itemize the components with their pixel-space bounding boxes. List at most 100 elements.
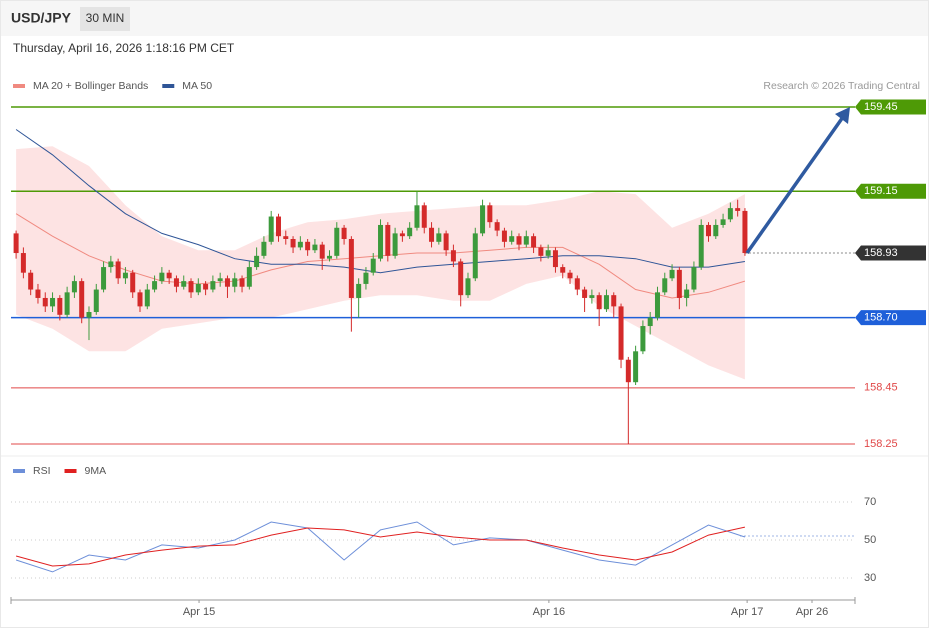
- candle-body: [676, 269, 682, 298]
- candle-body: [93, 289, 99, 313]
- candle-body: [450, 250, 456, 262]
- candle-body: [582, 289, 588, 298]
- candle-body: [224, 278, 230, 287]
- candle-body: [86, 312, 92, 318]
- candle-body: [669, 269, 675, 279]
- candle-body: [662, 278, 668, 293]
- y-tick-label: 50: [864, 534, 876, 546]
- candle-body: [297, 241, 303, 248]
- candle-body: [341, 227, 347, 239]
- candle-body: [188, 281, 194, 293]
- level-label: 158.93: [864, 247, 898, 259]
- candle-body: [20, 253, 26, 273]
- candle-body: [633, 351, 639, 383]
- candle-body: [195, 283, 201, 293]
- candle-body: [713, 224, 719, 237]
- candle-body: [239, 278, 245, 287]
- candle-body: [35, 289, 41, 298]
- x-tick-label: Apr 16: [533, 606, 565, 618]
- candle-body: [290, 238, 296, 248]
- candle-body: [567, 272, 573, 279]
- level-label: 158.70: [864, 312, 898, 324]
- candle-body: [385, 224, 391, 256]
- candle-body: [42, 297, 48, 307]
- level-label: 159.15: [864, 185, 898, 197]
- interval[interactable]: 30 MIN: [86, 11, 125, 25]
- candle-body: [101, 267, 107, 290]
- candle-body: [305, 241, 311, 251]
- candle-body: [327, 255, 333, 259]
- candle-body: [268, 216, 274, 242]
- candle-body: [152, 281, 158, 290]
- toolbar: [1, 1, 928, 36]
- level-tag: [855, 245, 926, 261]
- candle-body: [130, 272, 136, 293]
- symbol: USD/JPY: [11, 10, 72, 26]
- candle-body: [487, 205, 493, 223]
- candle-body: [523, 236, 529, 245]
- candle-body: [421, 205, 427, 228]
- indicator-line: [15, 521, 746, 573]
- candle-body: [71, 281, 77, 293]
- moving-average: [15, 129, 745, 274]
- candle-body: [465, 278, 471, 296]
- candle-body: [458, 261, 464, 296]
- level-tag: [855, 99, 926, 115]
- timestamp: Thursday, April 16, 2026 1:18:16 PM CET: [13, 41, 235, 55]
- candle-body: [509, 236, 515, 242]
- candle-body: [640, 326, 646, 352]
- y-tick-label: 30: [864, 572, 876, 584]
- candle-body: [283, 236, 289, 239]
- level-label: 159.45: [864, 101, 898, 113]
- x-tick-label: Apr 15: [183, 606, 215, 618]
- candle-body: [501, 230, 507, 242]
- credit: Research © 2026 Trading Central: [763, 80, 920, 92]
- candle-body: [720, 219, 726, 225]
- candle-body: [108, 261, 114, 268]
- candle-body: [261, 241, 267, 256]
- candle-body: [312, 244, 318, 251]
- candle-body: [611, 295, 617, 307]
- candle-body: [552, 250, 558, 268]
- candle-body: [414, 205, 420, 228]
- legend-swatch: [13, 84, 25, 88]
- forecast-arrowhead: [835, 107, 850, 124]
- candle-body: [246, 267, 252, 287]
- candle-body: [618, 306, 624, 360]
- candle-body: [429, 227, 435, 242]
- level-tag: [855, 310, 926, 326]
- bollinger-band: [16, 146, 745, 380]
- candle-body: [706, 224, 712, 237]
- candle-body: [480, 205, 486, 234]
- candle-body: [319, 244, 325, 259]
- candle-body: [538, 247, 544, 256]
- candle-body: [742, 210, 748, 254]
- candle-body: [115, 261, 121, 279]
- candle-body: [181, 281, 187, 287]
- x-tick-label: Apr 26: [796, 606, 828, 618]
- candle-body: [50, 297, 56, 307]
- candle-body: [531, 236, 537, 248]
- candle-body: [545, 250, 551, 256]
- candle-body: [159, 272, 165, 282]
- candle-body: [348, 238, 354, 298]
- candle-body: [137, 292, 143, 307]
- candle-body: [647, 317, 653, 327]
- candle-body: [727, 208, 733, 220]
- candle-body: [596, 295, 602, 310]
- candle-body: [275, 216, 281, 237]
- interval-box[interactable]: [80, 7, 130, 31]
- candle-body: [494, 222, 500, 231]
- level-tag: [855, 183, 926, 199]
- candle-body: [574, 278, 580, 290]
- forecast-arrow: [745, 115, 845, 255]
- candle-body: [79, 281, 85, 318]
- candle-body: [399, 233, 405, 237]
- candle-body: [144, 289, 150, 307]
- candle-body: [735, 208, 741, 211]
- candle-body: [407, 227, 413, 237]
- candle-body: [392, 233, 398, 256]
- candle-body: [684, 289, 690, 298]
- legend-label: 9MA: [85, 465, 107, 477]
